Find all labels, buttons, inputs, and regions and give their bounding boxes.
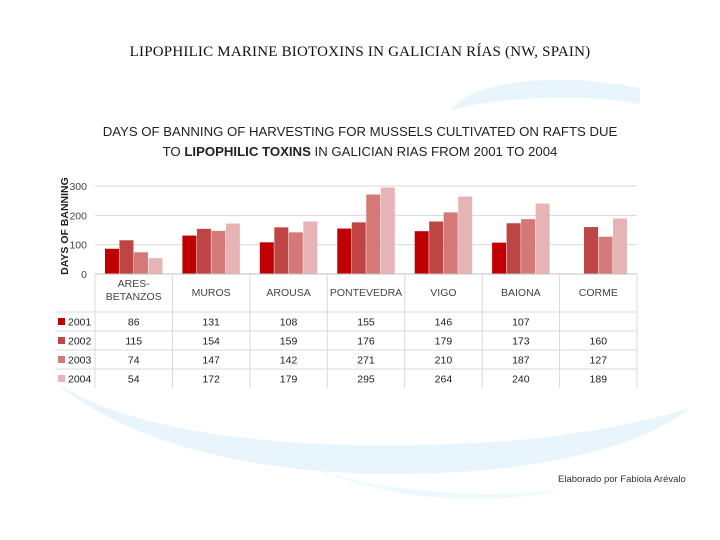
x-tick-label: CORME <box>579 287 618 299</box>
data-table-value: 74 <box>128 355 140 367</box>
bar <box>196 228 211 274</box>
bar <box>119 240 134 274</box>
data-table-value: 179 <box>280 374 298 386</box>
data-table-value: 159 <box>280 336 298 348</box>
bar <box>182 235 197 274</box>
bar <box>380 187 395 274</box>
chart-title-prefix: TO <box>162 144 185 159</box>
bar <box>259 242 274 274</box>
legend-label: 2004 <box>68 374 92 386</box>
data-table-value: 54 <box>128 374 140 386</box>
x-tick-label: ARES- <box>118 278 151 290</box>
bar <box>584 227 599 274</box>
bar <box>598 236 613 274</box>
legend-label: 2003 <box>68 355 92 367</box>
data-table-value: 146 <box>435 317 453 329</box>
bar <box>133 252 148 274</box>
slide-title: LIPOPHILIC MARINE BIOTOXINS IN GALICIAN … <box>129 44 591 60</box>
data-table-value: 187 <box>512 355 530 367</box>
data-table-value: 179 <box>435 336 453 348</box>
y-tick-label: 300 <box>69 181 87 193</box>
chart-title-bold: LIPOPHILIC TOXINS <box>184 144 311 159</box>
data-table-value: 264 <box>435 374 453 386</box>
bar <box>211 230 226 274</box>
legend-swatch <box>58 375 65 382</box>
data-table-value: 108 <box>280 317 298 329</box>
bar <box>225 223 240 274</box>
bar <box>351 222 366 274</box>
bar <box>521 219 536 274</box>
bar <box>104 248 119 274</box>
legend-swatch <box>58 356 65 363</box>
chart-title-line-1: DAYS OF BANNING OF HARVESTING FOR MUSSEL… <box>102 124 618 139</box>
data-table-value: 189 <box>590 374 608 386</box>
data-table-value: 142 <box>280 355 298 367</box>
data-table-value: 154 <box>202 336 220 348</box>
data-table-value: 155 <box>357 317 375 329</box>
bar <box>337 228 352 274</box>
x-tick-label: PONTEVEDRA <box>330 287 402 299</box>
bar <box>429 221 444 274</box>
bar <box>274 227 289 274</box>
bar <box>414 231 429 274</box>
chart-title-line-2: TO LIPOPHILIC TOXINS IN GALICIAN RIAS FR… <box>100 142 620 162</box>
data-table-value: 131 <box>202 317 220 329</box>
data-table-value: 176 <box>357 336 375 348</box>
credit-text: Elaborado por Fabiola Arévalo <box>558 474 686 485</box>
y-axis-label: DAYS OF BANNING <box>59 177 71 275</box>
data-table-value: 127 <box>590 355 608 367</box>
data-table-value: 86 <box>128 317 140 329</box>
legend-swatch <box>58 318 65 325</box>
y-tick-label: 0 <box>81 269 87 281</box>
bar <box>148 258 163 274</box>
bar <box>535 203 550 274</box>
data-table-value: 115 <box>125 336 142 348</box>
bar <box>366 194 381 274</box>
data-table-value: 271 <box>357 355 375 367</box>
x-tick-label: MUROS <box>192 287 231 299</box>
data-table-value: 295 <box>357 374 375 386</box>
y-tick-label: 100 <box>69 240 87 252</box>
data-table-value: 240 <box>512 374 530 386</box>
data-table-value: 160 <box>590 336 608 348</box>
legend-label: 2002 <box>68 336 92 348</box>
legend-swatch <box>58 337 65 344</box>
bar <box>288 232 303 274</box>
x-tick-label: VIGO <box>430 287 456 299</box>
data-table-value: 172 <box>202 374 220 386</box>
bar <box>443 212 458 274</box>
data-table-value: 173 <box>512 336 530 348</box>
bar <box>492 242 507 274</box>
bar <box>303 221 318 274</box>
chart-title-suffix: IN GALICIAN RIAS FROM 2001 TO 2004 <box>310 144 558 159</box>
chart-title: DAYS OF BANNING OF HARVESTING FOR MUSSEL… <box>100 122 620 162</box>
x-tick-label: AROUSA <box>266 287 310 299</box>
bar <box>506 223 521 274</box>
bar <box>458 196 473 274</box>
legend-label: 2001 <box>68 317 92 329</box>
data-table-value: 107 <box>512 317 530 329</box>
data-table-value: 147 <box>202 355 220 367</box>
x-tick-label: BETANZOS <box>106 291 162 303</box>
y-tick-label: 200 <box>69 210 87 222</box>
bar <box>613 218 628 274</box>
x-tick-label: BAIONA <box>501 287 541 299</box>
data-table-value: 210 <box>435 355 453 367</box>
